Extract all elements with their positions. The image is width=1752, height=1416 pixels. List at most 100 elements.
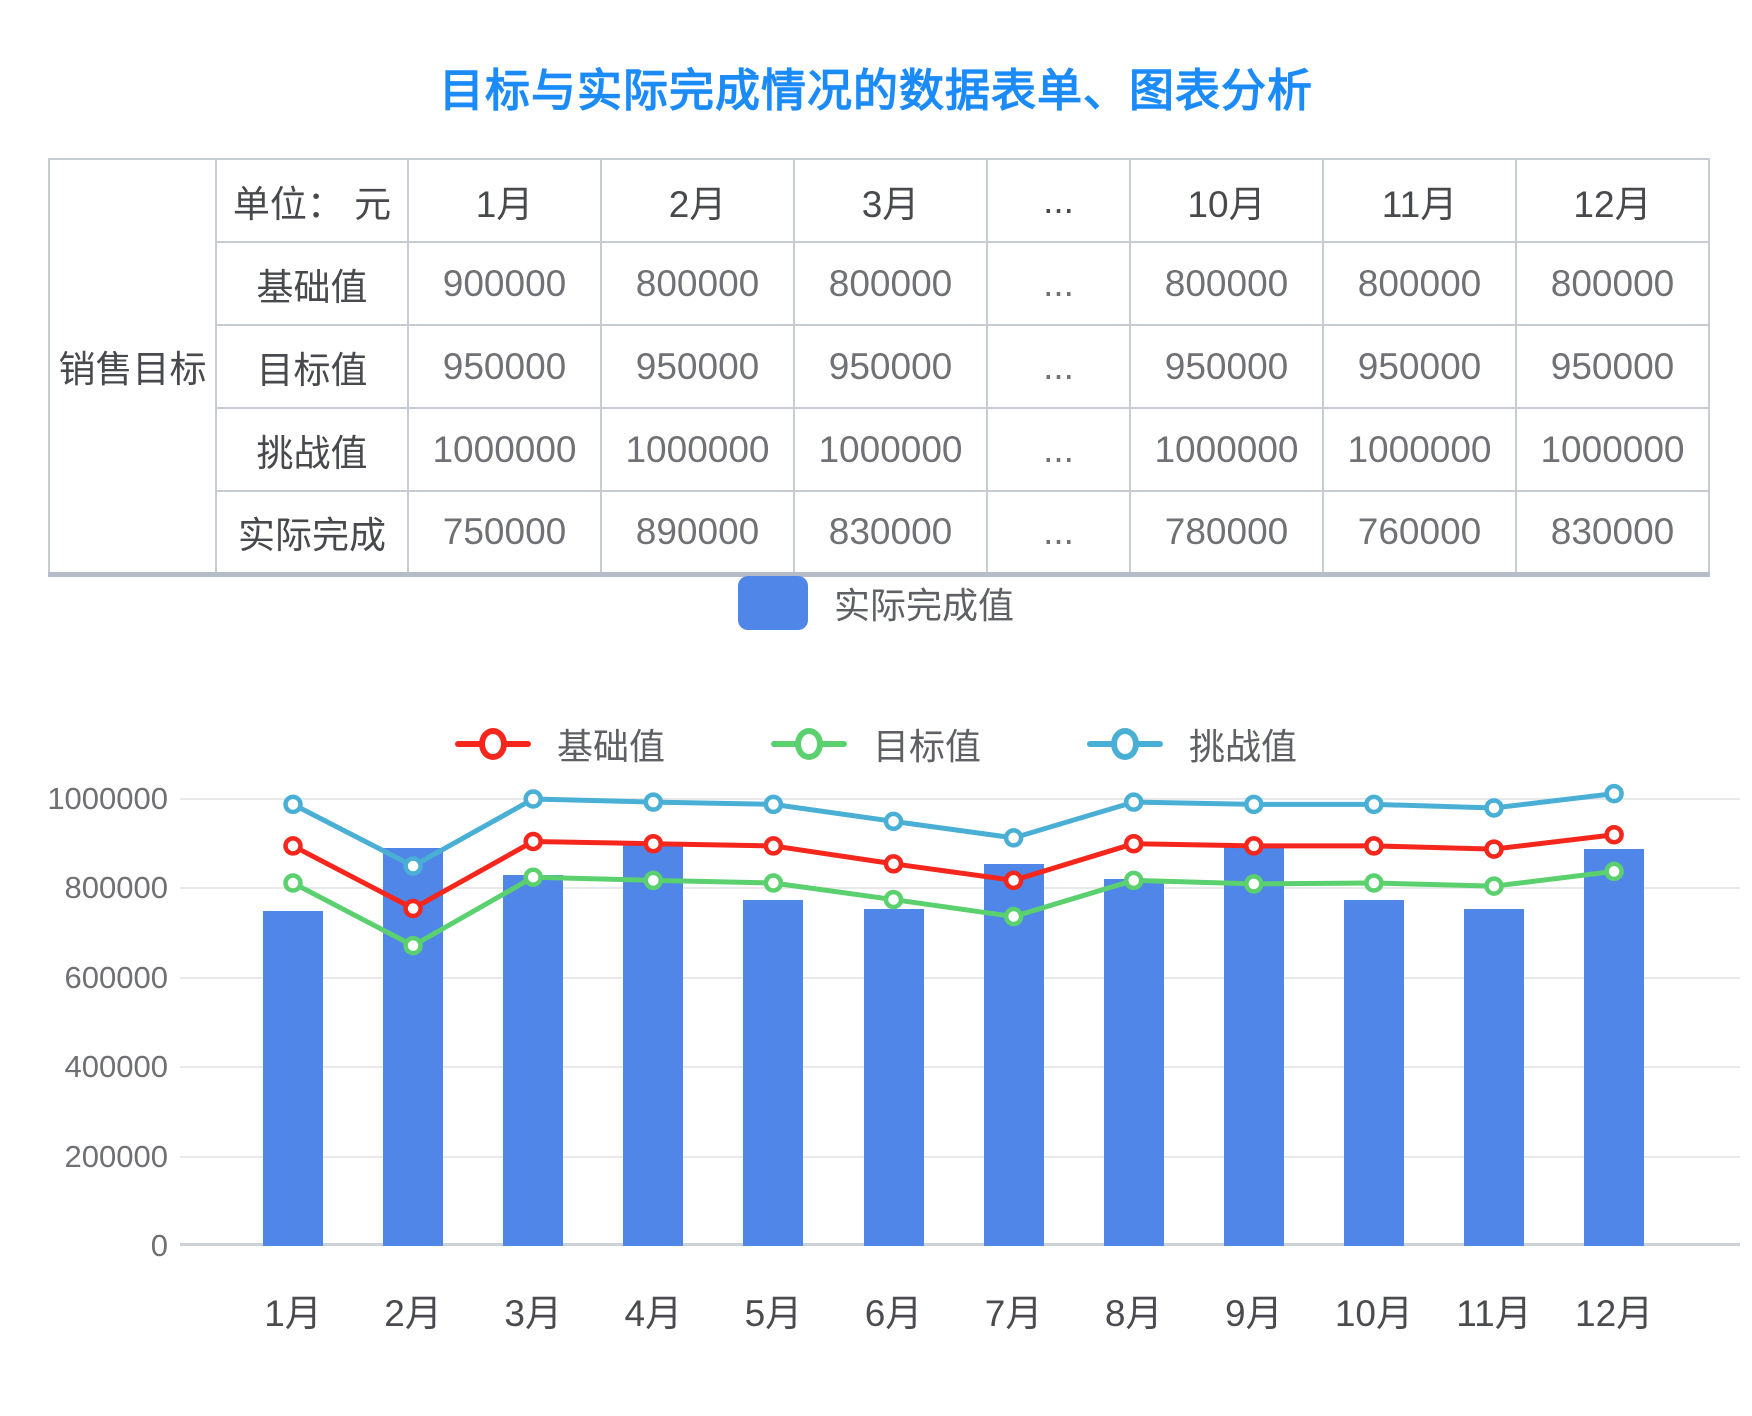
table-cell: 750000 — [407, 490, 602, 575]
table-row-group-header: 销售目标 — [48, 158, 217, 575]
point-挑战值-1月 — [283, 794, 303, 815]
table-cell: 950000 — [600, 324, 795, 409]
legend-label-base: 基础值 — [556, 726, 665, 767]
table-col-month: 12月 — [1515, 158, 1710, 243]
table-cell: 1000000 — [1322, 407, 1517, 492]
x-tick-label-1月: 1月 — [264, 1293, 322, 1334]
point-基础值-6月 — [883, 854, 904, 874]
line-chart-svg — [283, 783, 1624, 956]
row-label: 目标值 — [215, 324, 409, 409]
y-tick-label-200000: 200000 — [64, 1138, 168, 1174]
point-挑战值-9月 — [1244, 794, 1264, 815]
x-tick-label-7月: 7月 — [984, 1293, 1043, 1334]
table-cell: 950000 — [1322, 324, 1517, 409]
table-cell: 780000 — [1129, 490, 1324, 575]
y-tick-label-1000000: 1000000 — [47, 781, 168, 816]
table-cell: 760000 — [1322, 490, 1517, 575]
table-cell: 800000 — [1515, 241, 1710, 326]
bar-3月 — [503, 874, 564, 1246]
table-cell: 830000 — [793, 490, 988, 575]
table-row: 实际完成 750000 890000 830000 ... 780000 760… — [49, 490, 1710, 575]
point-挑战值-3月 — [523, 789, 543, 809]
line-series-目标值 — [290, 868, 1617, 949]
table-cell: 900000 — [407, 241, 602, 326]
point-基础值-7月 — [1003, 870, 1024, 891]
chart-plot-area — [180, 780, 1740, 1246]
bar-5月 — [743, 899, 804, 1246]
table-cell: 800000 — [600, 241, 795, 326]
sales-data-table: 销售目标 单位： 元 1月 2月 3月 ... 10月 11月 12月 基础值 … — [48, 158, 1710, 577]
page-title: 目标与实际完成情况的数据表单、图表分析 — [438, 65, 1313, 116]
point-挑战值-6月 — [883, 811, 904, 832]
point-目标值-3月 — [523, 867, 543, 887]
line-marker-icon — [1087, 727, 1163, 761]
table-cell: 800000 — [793, 241, 988, 326]
table-cell: 1000000 — [1515, 407, 1710, 492]
point-目标值-2月 — [403, 935, 423, 956]
gridline-200000 — [180, 1155, 1740, 1158]
legend-circle-icon — [478, 728, 507, 760]
point-基础值-11月 — [1484, 839, 1504, 859]
legend-item-challenge[interactable]: 挑战值 — [1087, 718, 1297, 770]
bar-9月 — [1223, 843, 1284, 1246]
point-目标值-8月 — [1123, 870, 1144, 891]
point-挑战值-7月 — [1003, 828, 1024, 848]
table-cell: 950000 — [407, 324, 602, 409]
x-tick-label-4月: 4月 — [624, 1293, 683, 1334]
point-目标值-12月 — [1604, 861, 1624, 882]
point-目标值-11月 — [1484, 876, 1504, 896]
legend-item-base[interactable]: 基础值 — [454, 718, 665, 770]
point-挑战值-10月 — [1364, 794, 1384, 815]
legend-item-target[interactable]: 目标值 — [770, 718, 981, 770]
bar-10月 — [1343, 899, 1404, 1246]
x-tick-label-9月: 9月 — [1225, 1293, 1283, 1334]
line-series-挑战值 — [290, 791, 1617, 869]
gridline-600000 — [180, 976, 1740, 979]
y-tick-label-0: 0 — [150, 1228, 168, 1263]
table-col-month: 1月 — [407, 158, 602, 243]
x-axis: 1月 2月 3月 4月 5月 6月 7月 8月 9月 10月 11月 12月 — [180, 1283, 1740, 1334]
point-基础值-2月 — [403, 898, 423, 919]
point-基础值-5月 — [763, 836, 784, 856]
line-legend: 基础值 目标值 挑战值 — [0, 718, 1752, 770]
table-cell: 890000 — [600, 490, 795, 575]
gridline-800000 — [180, 887, 1740, 890]
point-基础值-1月 — [283, 836, 303, 856]
table-row: 目标值 950000 950000 950000 ... 950000 9500… — [49, 324, 1710, 409]
bar-swatch-icon — [737, 576, 808, 630]
table-cell: 1000000 — [1129, 407, 1324, 492]
gridline-1000000 — [180, 798, 1740, 800]
point-基础值-10月 — [1364, 836, 1384, 856]
bar-7月 — [983, 863, 1044, 1246]
gridline-400000 — [180, 1066, 1740, 1069]
row-label: 挑战值 — [215, 407, 409, 492]
table-col-month: 3月 — [793, 158, 988, 243]
bar-12月 — [1584, 849, 1645, 1246]
point-目标值-1月 — [283, 873, 303, 893]
legend-label-challenge: 挑战值 — [1189, 726, 1298, 767]
x-tick-label-11月: 11月 — [1456, 1293, 1532, 1334]
point-目标值-9月 — [1244, 874, 1264, 894]
table-cell: 830000 — [1515, 490, 1710, 575]
point-挑战值-12月 — [1604, 783, 1624, 804]
y-tick-label-800000: 800000 — [64, 870, 168, 906]
point-基础值-12月 — [1604, 825, 1624, 845]
point-目标值-10月 — [1364, 873, 1384, 893]
bar-6月 — [863, 908, 924, 1246]
x-tick-label-12月: 12月 — [1575, 1293, 1654, 1334]
row-label: 实际完成 — [215, 490, 409, 575]
x-tick-label-10月: 10月 — [1334, 1293, 1413, 1334]
line-marker-icon — [454, 727, 531, 761]
legend-item-actual[interactable]: 实际完成值 — [0, 576, 1752, 630]
table-col-ellipsis: ... — [986, 158, 1131, 243]
x-tick-label-8月: 8月 — [1104, 1293, 1163, 1334]
point-挑战值-11月 — [1484, 798, 1504, 818]
table-col-month: 10月 — [1129, 158, 1324, 243]
table-cell: 950000 — [1515, 324, 1710, 409]
table-cell: ... — [986, 324, 1131, 409]
table-header-row: 销售目标 单位： 元 1月 2月 3月 ... 10月 11月 12月 — [48, 158, 1710, 575]
table-row: 基础值 900000 800000 800000 ... 800000 8000… — [49, 241, 1710, 326]
table-cell: 1000000 — [600, 407, 795, 492]
y-tick-label-600000: 600000 — [64, 959, 168, 995]
point-基础值-3月 — [523, 831, 543, 852]
